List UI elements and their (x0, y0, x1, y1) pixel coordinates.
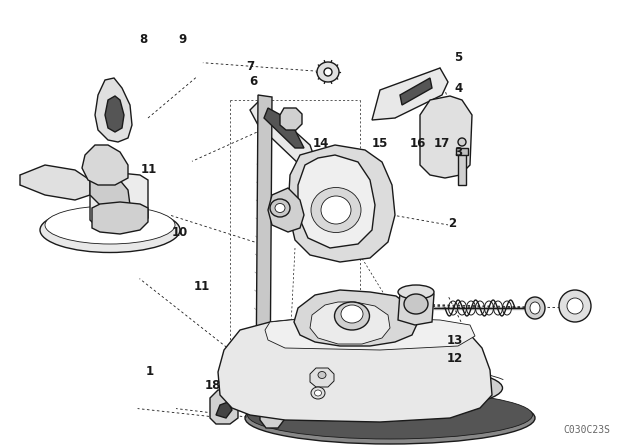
Ellipse shape (317, 62, 339, 82)
Ellipse shape (314, 390, 321, 396)
Polygon shape (398, 288, 434, 325)
Text: 12: 12 (447, 352, 463, 365)
Ellipse shape (245, 392, 535, 444)
Polygon shape (210, 390, 238, 424)
Polygon shape (20, 165, 90, 200)
Polygon shape (400, 78, 432, 105)
Polygon shape (310, 302, 390, 344)
Polygon shape (265, 318, 475, 350)
Ellipse shape (275, 203, 285, 212)
Ellipse shape (335, 302, 369, 330)
Polygon shape (254, 360, 278, 388)
Polygon shape (250, 100, 318, 168)
Ellipse shape (40, 207, 180, 253)
Polygon shape (90, 173, 148, 232)
Polygon shape (298, 155, 375, 248)
Text: 13: 13 (447, 334, 463, 347)
Polygon shape (256, 95, 272, 392)
Ellipse shape (525, 297, 545, 319)
Ellipse shape (321, 196, 351, 224)
Polygon shape (260, 370, 284, 428)
Ellipse shape (458, 138, 466, 146)
Text: 1: 1 (146, 365, 154, 379)
Ellipse shape (559, 290, 591, 322)
Text: 3: 3 (454, 146, 463, 159)
Ellipse shape (341, 305, 363, 323)
Ellipse shape (324, 68, 332, 76)
Polygon shape (280, 108, 302, 130)
Ellipse shape (45, 206, 175, 244)
Polygon shape (90, 170, 130, 215)
Polygon shape (268, 188, 304, 232)
Text: 16: 16 (410, 137, 426, 150)
Polygon shape (456, 148, 468, 155)
Text: 5: 5 (454, 51, 463, 64)
Ellipse shape (567, 298, 583, 314)
Text: 14: 14 (312, 137, 329, 150)
Polygon shape (216, 402, 232, 418)
Polygon shape (92, 202, 148, 234)
Text: 15: 15 (371, 137, 388, 150)
Ellipse shape (404, 294, 428, 314)
Ellipse shape (318, 371, 326, 379)
Text: 10: 10 (172, 226, 188, 240)
Ellipse shape (248, 364, 502, 412)
Ellipse shape (311, 387, 325, 399)
Text: 8: 8 (140, 33, 148, 46)
Text: 9: 9 (178, 33, 186, 46)
Polygon shape (95, 78, 132, 142)
Polygon shape (288, 145, 395, 262)
Ellipse shape (530, 302, 540, 314)
Polygon shape (82, 145, 128, 185)
Text: 11: 11 (193, 280, 209, 293)
Text: 17: 17 (434, 137, 450, 150)
Text: 18: 18 (205, 379, 221, 392)
Polygon shape (238, 394, 265, 415)
Polygon shape (458, 152, 466, 185)
Polygon shape (420, 96, 472, 178)
Polygon shape (372, 68, 448, 120)
Polygon shape (105, 96, 124, 132)
Ellipse shape (270, 199, 290, 217)
Text: 6: 6 (250, 75, 258, 88)
Ellipse shape (311, 188, 361, 233)
Polygon shape (264, 108, 304, 148)
Ellipse shape (248, 391, 532, 439)
Polygon shape (264, 392, 278, 415)
Text: C030C23S: C030C23S (563, 425, 610, 435)
Polygon shape (310, 368, 334, 387)
Text: 11: 11 (141, 163, 157, 176)
Text: 4: 4 (454, 82, 463, 95)
Polygon shape (218, 318, 492, 422)
Ellipse shape (398, 285, 434, 299)
Polygon shape (294, 290, 418, 346)
Text: 7: 7 (246, 60, 255, 73)
Text: 2: 2 (448, 216, 456, 230)
